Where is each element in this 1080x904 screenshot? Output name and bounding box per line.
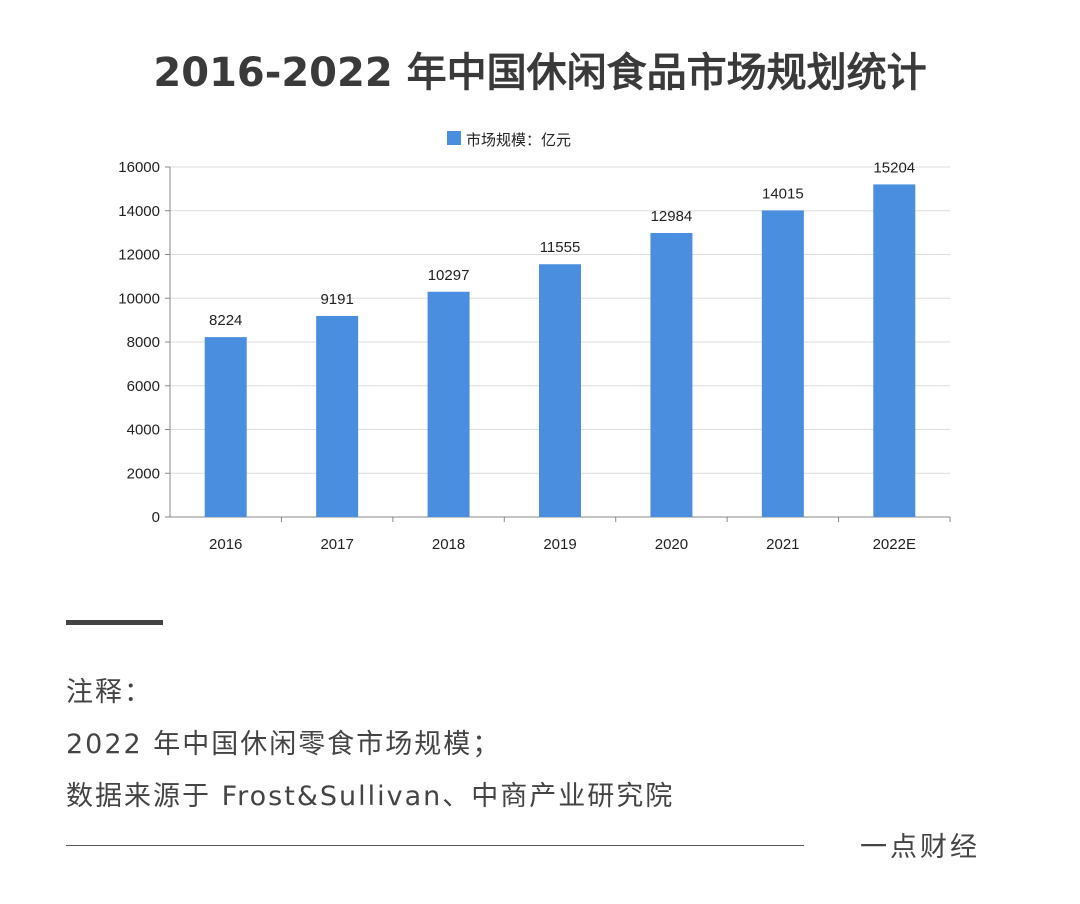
x-tick-label: 2016 xyxy=(209,536,242,553)
x-tick-label: 2019 xyxy=(543,536,576,553)
notes-line-2: 数据来源于 Frost&Sullivan、中商产业研究院 xyxy=(66,781,675,812)
bar-2021 xyxy=(761,210,804,517)
data-label: 8224 xyxy=(209,312,242,329)
y-tick-label: 10000 xyxy=(118,290,160,307)
data-label: 10297 xyxy=(428,267,470,284)
bar-2017 xyxy=(316,315,359,517)
bar-2016 xyxy=(204,337,247,517)
data-label: 15204 xyxy=(873,159,915,176)
y-tick-label: 14000 xyxy=(118,203,160,220)
y-tick-label: 2000 xyxy=(127,465,160,482)
notes-line-1: 2022 年中国休闲零食市场规模； xyxy=(66,729,502,760)
data-label: 14015 xyxy=(762,185,804,202)
x-tick-label: 2020 xyxy=(655,536,688,553)
legend-label: 市场规模：亿元 xyxy=(466,132,571,149)
data-label: 11555 xyxy=(540,239,581,256)
x-tick-label: 2022E xyxy=(873,536,916,553)
divider xyxy=(66,620,163,625)
bar-2019 xyxy=(539,264,581,517)
y-tick-label: 12000 xyxy=(118,247,160,264)
bar-chart: 0 2000 4000 6000 8000 10000 12000 14000 16000 822… xyxy=(118,131,951,553)
x-tick-label: 2021 xyxy=(766,536,799,553)
data-label: 12984 xyxy=(651,208,693,225)
notes-heading: 注释： xyxy=(66,677,153,708)
divider xyxy=(66,845,804,846)
legend-swatch xyxy=(447,131,461,145)
y-tick-label: 4000 xyxy=(127,422,160,439)
bar-2018 xyxy=(427,291,470,517)
bar-2020 xyxy=(650,232,693,517)
x-tick-label: 2017 xyxy=(320,536,353,553)
y-tick-label: 0 xyxy=(152,509,160,526)
chart-title: 2016-2022 年中国休闲食品市场规划统计 xyxy=(153,50,927,96)
y-tick-label: 6000 xyxy=(127,378,160,395)
brand-label: 一点财经 xyxy=(860,832,980,863)
data-label: 9191 xyxy=(320,291,353,308)
x-tick-label: 2018 xyxy=(432,536,465,553)
bar-2022E xyxy=(873,184,916,517)
y-tick-label: 16000 xyxy=(118,159,160,176)
y-tick-label: 8000 xyxy=(127,334,160,351)
